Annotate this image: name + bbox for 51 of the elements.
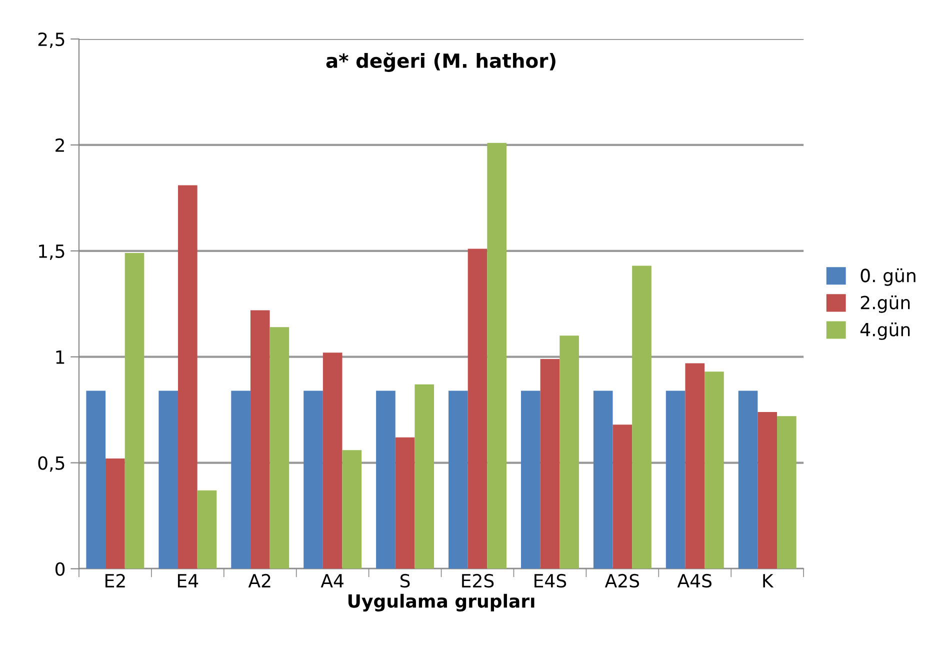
legend-label: 2.gün	[860, 295, 910, 313]
y-tick-label: 0,5	[38, 456, 64, 472]
bar	[758, 412, 778, 569]
bar	[704, 372, 724, 569]
bar	[158, 390, 178, 569]
y-tick-label: 1	[56, 350, 64, 364]
x-tick-label: K	[763, 574, 774, 588]
x-tick-label: A4	[320, 574, 344, 588]
y-tick-label: 2	[56, 138, 64, 152]
legend-label: 4.gün	[860, 322, 910, 340]
bar	[178, 185, 198, 569]
x-tick-label: E2S	[462, 574, 494, 588]
bar	[304, 390, 323, 569]
bar	[612, 424, 632, 569]
x-tick-label: A2S	[604, 574, 640, 588]
bar	[593, 390, 613, 569]
x-tick-label: E2	[106, 574, 125, 588]
x-tick-label: A4S	[677, 574, 712, 588]
bar	[86, 390, 106, 569]
bar	[468, 248, 488, 569]
x-axis-title: Uygulama grupları	[348, 594, 534, 612]
y-tick-label: 1,5	[39, 244, 64, 260]
bar	[395, 437, 415, 569]
bar	[322, 352, 342, 569]
bar	[487, 142, 506, 569]
bar	[540, 358, 560, 569]
bar	[738, 390, 758, 569]
x-tick-label: E4S	[534, 574, 566, 588]
text: a* değeri (M. hathor)	[326, 52, 556, 72]
bar	[250, 310, 270, 569]
bar	[632, 266, 652, 569]
bar	[560, 336, 579, 569]
bar	[414, 384, 434, 569]
x-tick-label: E4	[178, 574, 198, 588]
legend-label: 0. gün	[860, 268, 916, 286]
y-tick-label: 0	[55, 562, 65, 576]
y-tick-label: 2,5	[38, 32, 64, 48]
bar	[520, 390, 540, 569]
bar	[685, 363, 705, 569]
x-tick-label: S	[400, 574, 410, 588]
bar	[448, 390, 468, 569]
bar	[197, 490, 217, 569]
bar	[376, 390, 396, 569]
bar	[124, 253, 144, 569]
x-tick-label: A2	[248, 574, 270, 588]
bar	[777, 416, 796, 569]
bar	[106, 458, 125, 569]
bar	[666, 390, 686, 569]
bar	[231, 390, 250, 569]
bar	[342, 450, 362, 569]
bar	[270, 327, 290, 569]
